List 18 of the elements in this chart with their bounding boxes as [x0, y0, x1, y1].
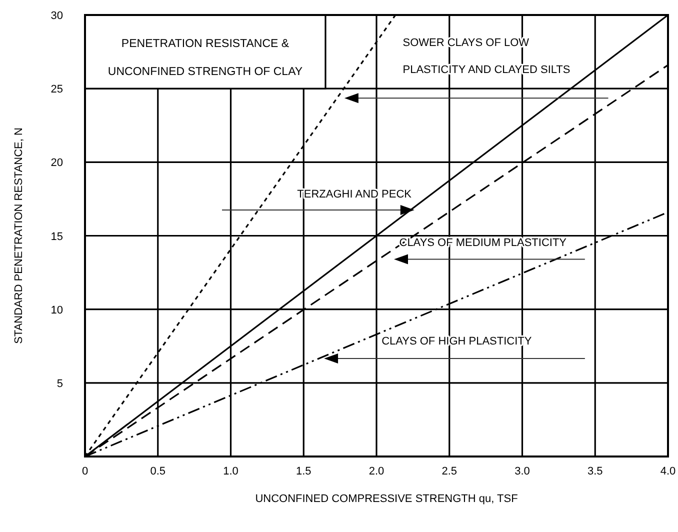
x-tick-label: 4.0: [660, 466, 676, 478]
x-tick-label: 3.5: [587, 466, 603, 478]
y-tick-label: 20: [50, 157, 63, 170]
title-panel: PENETRATION RESISTANCE & UNCONFINED STRENGTH OF CLAY: [84, 14, 326, 90]
x-tick-label: 2.0: [368, 466, 384, 478]
x-tick-label: 3.0: [514, 466, 530, 478]
x-tick-label: 0.5: [150, 466, 166, 478]
y-tick-label: 5: [56, 378, 63, 390]
x-tick-label: 2.5: [442, 466, 458, 478]
x-axis-title: UNCONFINED COMPRESSIVE STRENGTH qu, TSF: [255, 493, 518, 505]
y-tick-label: 30: [50, 10, 63, 22]
y-tick-label: 15: [50, 230, 63, 243]
y-tick-label: 25: [50, 84, 63, 96]
y-tick-label: 10: [50, 304, 63, 316]
x-tick-label: 1.0: [223, 466, 238, 478]
x-tick-label: 0: [82, 466, 88, 478]
x-tick-label: 1.5: [296, 466, 312, 478]
y-axis-title: STANDARD PENETRATION RESTANCE, N: [13, 128, 25, 344]
